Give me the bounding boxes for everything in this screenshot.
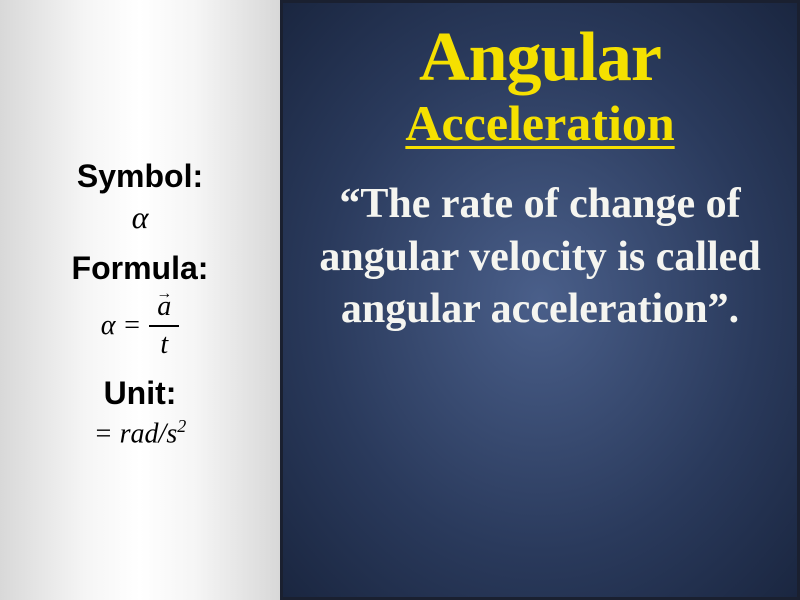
unit-prefix: = xyxy=(94,418,120,449)
unit-value: = rad/s2 xyxy=(94,416,186,450)
definition-text: “The rate of change of angular velocity … xyxy=(308,178,772,336)
right-panel: Angular Acceleration “The rate of change… xyxy=(280,0,800,600)
formula-denominator: t xyxy=(152,327,176,361)
symbol-value: α xyxy=(132,199,149,236)
unit-base: rad/s xyxy=(120,418,178,449)
formula-numerator: → a xyxy=(149,291,179,327)
left-panel: Symbol: α Formula: α = → a t Unit: = rad… xyxy=(0,0,280,600)
formula-fraction: → a t xyxy=(149,291,179,361)
title-sub: Acceleration xyxy=(405,98,674,148)
formula-expression: α = → a t xyxy=(101,291,180,361)
unit-label: Unit: xyxy=(104,375,177,412)
symbol-label: Symbol: xyxy=(77,158,203,195)
formula-lhs: α = xyxy=(101,310,142,342)
unit-exponent: 2 xyxy=(177,416,186,436)
formula-label: Formula: xyxy=(72,250,209,287)
title-main: Angular xyxy=(419,23,661,93)
vector-arrow-icon: → xyxy=(156,285,172,303)
